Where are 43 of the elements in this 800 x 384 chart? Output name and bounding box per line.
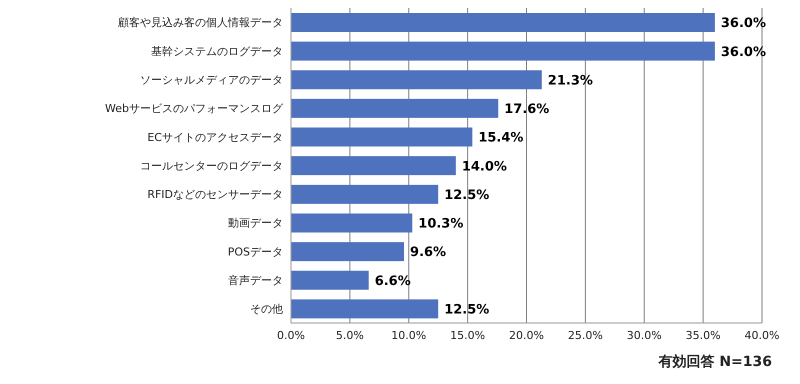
data-label: 12.5% [444, 302, 490, 318]
data-label: 9.6% [410, 245, 446, 260]
bar [291, 270, 369, 290]
x-tick-label: 30.0% [626, 328, 662, 342]
data-label: 21.3% [548, 73, 593, 88]
bar [291, 13, 715, 32]
bar [291, 70, 542, 90]
bar [291, 42, 715, 61]
bar [291, 299, 438, 318]
data-label: 36.0% [720, 44, 766, 60]
bar [291, 98, 498, 118]
x-tick-label: 25.0% [568, 328, 603, 342]
x-tick-label: 40.0% [744, 328, 780, 342]
y-tick-label: ソーシャルメディアのデータ [140, 73, 283, 86]
data-label: 14.0% [462, 159, 507, 174]
x-tick-label: 10.0% [391, 328, 426, 342]
bar [291, 128, 472, 147]
data-label: 10.3% [418, 216, 464, 232]
bar [291, 156, 456, 176]
bar [291, 242, 404, 262]
y-tick-label: Webサービスのパフォーマンスログ [105, 102, 284, 116]
y-tick-label: RFIDなどのセンサーデータ [147, 188, 283, 202]
text: 有効回答 N=136 [658, 353, 772, 371]
data-label: 12.5% [444, 188, 490, 203]
y-tick-label: コールセンターのログデータ [140, 159, 283, 172]
bar [291, 213, 412, 232]
data-label: 36.0% [720, 16, 766, 32]
data-label: 17.6% [504, 102, 550, 118]
x-tick-label: 0.0% [277, 328, 305, 342]
x-tick-label: 15.0% [450, 328, 486, 342]
y-tick-label: その他 [250, 302, 283, 316]
data-label: 15.4% [478, 130, 524, 146]
x-tick-label: 5.0% [336, 328, 364, 342]
y-tick-label: POSデータ [228, 245, 283, 258]
y-tick-label: 動画データ [228, 216, 283, 230]
x-tick-label: 20.0% [509, 328, 544, 342]
y-tick-label: 顧客や見込み客の個人情報データ [118, 16, 283, 30]
y-tick-label: 基幹システムのログデータ [151, 44, 283, 58]
y-tick-label: 音声データ [228, 274, 283, 287]
bar [291, 184, 438, 204]
data-label: 6.6% [374, 274, 411, 289]
y-tick-label: ECサイトのアクセスデータ [147, 130, 283, 144]
x-tick-label: 35.0% [686, 328, 721, 342]
